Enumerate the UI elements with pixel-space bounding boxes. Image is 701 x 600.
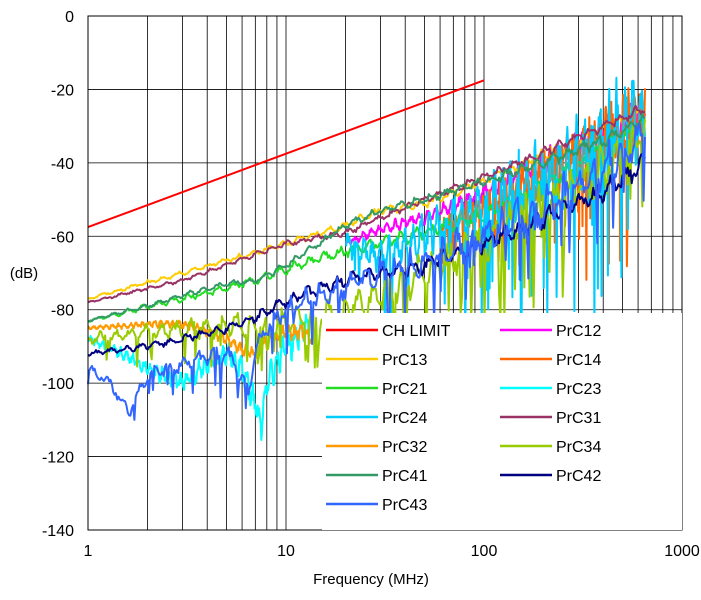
y-tick-label: -80 [51,303,74,320]
series-line-prc43 [87,122,646,421]
legend-label: PrC34 [556,439,601,456]
x-tick-label: 1000 [664,543,700,560]
y-tick-label: -20 [51,82,74,99]
y-tick-label: -60 [51,229,74,246]
series-lines [87,76,646,441]
y-tick-label: -40 [51,156,74,173]
legend-label: PrC31 [556,410,601,427]
series-line-prc24 [344,76,646,341]
tick-labels: 1 10 100 1000 0 -20 -40 -60 -80 -100 -120 -140 [42,9,700,560]
x-axis-label: Frequency (MHz) [313,571,429,588]
x-tick-label: 1 [84,543,93,560]
series-line-prc42 [87,152,646,357]
x-tick-label: 10 [277,543,295,560]
y-tick-label: 0 [65,9,74,26]
series-line-ch-limit [87,79,485,229]
series-line-prc41 [87,112,646,323]
legend-box [322,313,682,530]
y-tick-label: -120 [42,450,74,467]
y-tick-label: -140 [42,523,74,540]
legend-label: PrC23 [556,381,601,398]
legend: CH LIMIT PrC12 PrC13 PrC14 PrC21 PrC23 PrC24 Pr… [322,313,682,530]
legend-label: PrC42 [556,468,601,485]
legend-label: PrC24 [382,410,427,427]
legend-label: CH LIMIT [382,323,451,340]
y-axis-label: (dB) [10,265,38,282]
x-tick-label: 100 [471,543,498,560]
y-tick-label: -100 [42,376,74,393]
legend-label: PrC32 [382,439,427,456]
series-line-prc23 [87,313,310,441]
legend-label: PrC13 [382,352,427,369]
legend-label: PrC41 [382,468,427,485]
legend-label: PrC14 [556,352,601,369]
legend-label: PrC43 [382,497,427,514]
legend-label: PrC21 [382,381,427,398]
legend-label: PrC12 [556,323,601,340]
